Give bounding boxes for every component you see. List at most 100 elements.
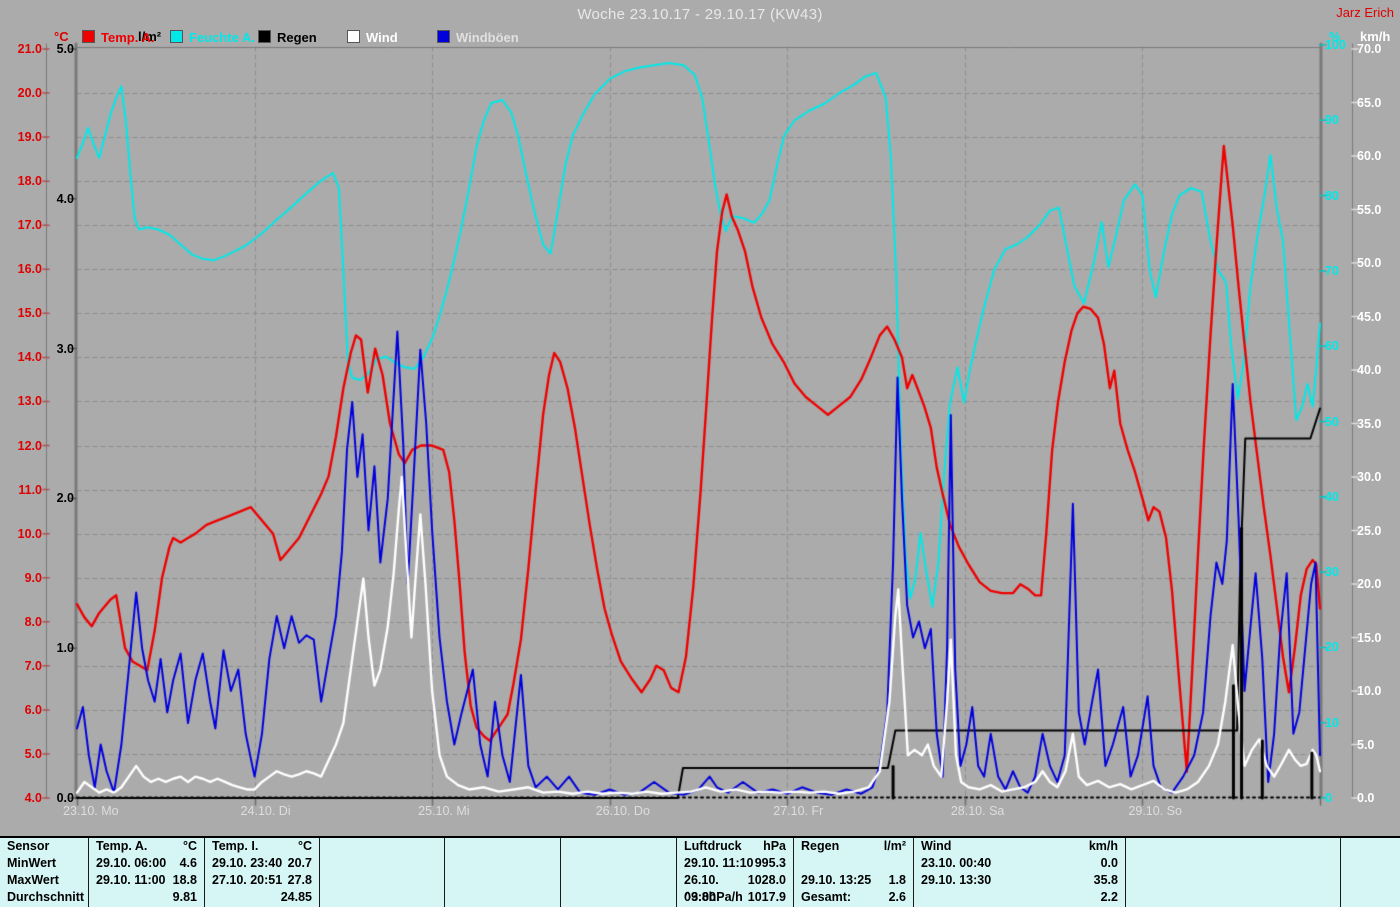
tick-temp: 14.0 xyxy=(17,350,42,365)
tick-hum: 70 xyxy=(1325,263,1339,278)
sensor-stats-table: Sensor MinWert MaxWert Durchschnitt Temp. A.… xyxy=(0,836,1400,907)
tick-wind: 40.0 xyxy=(1357,363,1382,377)
tick-wind: 50.0 xyxy=(1357,256,1382,270)
legend-chip-rain-icon xyxy=(258,30,271,43)
tick-hum: 30 xyxy=(1325,565,1339,580)
tick-wind: 30.0 xyxy=(1357,470,1382,484)
tick-hum: 90 xyxy=(1325,113,1339,128)
tick-wind: 0.0 xyxy=(1357,791,1375,805)
tick-hum: 60 xyxy=(1325,339,1339,354)
cell-timestamp: 29.10. 23:40 xyxy=(212,856,283,870)
legend-chip-temp-icon xyxy=(82,30,95,43)
tick-wind: 20.0 xyxy=(1357,577,1382,591)
x-axis-label: 24.10. Di xyxy=(240,804,291,818)
table-col-empty xyxy=(1125,838,1340,907)
axis-header-celsius: °C xyxy=(54,29,69,44)
tick-wind: 55.0 xyxy=(1357,202,1382,217)
cell-value: 2.2 xyxy=(1100,890,1118,904)
tick-rain: 2.0 xyxy=(56,491,74,506)
legend-label: Temp. A. xyxy=(101,30,155,45)
cell-timestamp: 29.10. 11:00 xyxy=(96,873,166,887)
weather-chart-canvas xyxy=(0,0,1400,836)
tick-wind: 70.0 xyxy=(1357,42,1382,56)
cell-timestamp: 23.10. 00:40 xyxy=(921,856,992,870)
col-unit: km/h xyxy=(1088,839,1118,853)
cell-value: 27.8 xyxy=(287,873,312,887)
tick-hum: 50 xyxy=(1325,414,1339,429)
col-sensor-name: Temp. A. xyxy=(96,839,148,853)
cell-timestamp: 29.10. 11:10 xyxy=(684,856,754,870)
tick-wind: 15.0 xyxy=(1357,630,1382,645)
tick-temp: 7.0 xyxy=(24,658,42,673)
tick-temp: 12.0 xyxy=(17,438,42,453)
legend-chip-gusts-icon xyxy=(437,30,450,43)
tick-rain: 4.0 xyxy=(56,191,74,206)
col-sensor-name: Luftdruck xyxy=(684,839,742,853)
table-col-temp-i-: Temp. I. °C 29.10. 23:40 20.7 27.10. 20:51 27… xyxy=(204,838,319,907)
cell-value: 24.85 xyxy=(280,890,312,904)
legend-item-hum: Feuchte A. xyxy=(170,30,255,45)
cell-value: 9.81 xyxy=(172,890,197,904)
legend-item-gusts: Windböen xyxy=(437,30,519,45)
tick-rain: 0.0 xyxy=(56,791,74,805)
cell-timestamp: 29.10. 06:00 xyxy=(96,856,167,870)
tick-temp: 5.0 xyxy=(24,746,42,761)
table-col-empty xyxy=(560,838,676,907)
cell-value: 35.8 xyxy=(1093,873,1118,887)
table-col-regen: Regen l/m² 29.10. 13:25 1.8 Gesamt: 2.6 xyxy=(793,838,913,907)
tick-wind: 65.0 xyxy=(1357,95,1382,110)
tick-temp: 11.0 xyxy=(18,482,42,497)
cell-timestamp: Gesamt: xyxy=(801,890,852,904)
cell-timestamp: 29.10. 13:30 xyxy=(921,873,992,887)
cell-value: 2.6 xyxy=(888,890,906,904)
author-name: Jarz Erich xyxy=(1336,5,1394,20)
col-unit: l/m² xyxy=(883,839,906,853)
legend-label: Wind xyxy=(366,30,398,45)
legend-label: Regen xyxy=(277,30,317,45)
x-axis-label: 25.10. Mi xyxy=(418,804,470,818)
tick-hum: 100 xyxy=(1325,38,1346,52)
tick-wind: 60.0 xyxy=(1357,149,1382,163)
table-col-temp-a-: Temp. A. °C 29.10. 06:00 4.6 29.10. 11:00 18.… xyxy=(88,838,204,907)
tick-rain: 3.0 xyxy=(56,341,74,356)
row-label: Sensor xyxy=(7,839,50,853)
tick-temp: 21.0 xyxy=(17,42,42,56)
x-axis-label: 26.10. Do xyxy=(595,804,650,818)
table-row-labels: Sensor MinWert MaxWert Durchschnitt xyxy=(0,838,88,907)
tick-hum: 0 xyxy=(1325,791,1332,805)
tick-temp: 15.0 xyxy=(17,306,42,321)
axis-header-wind: km/h xyxy=(1360,29,1391,44)
legend-item-wind: Wind xyxy=(347,30,398,45)
col-sensor-name: Wind xyxy=(921,839,952,853)
tick-temp: 17.0 xyxy=(17,218,42,233)
tick-temp: 19.0 xyxy=(17,130,42,145)
cell-value: 20.7 xyxy=(287,856,312,870)
tick-wind: 25.0 xyxy=(1357,523,1382,538)
page-title: Woche 23.10.17 - 29.10.17 (KW43) xyxy=(577,6,823,23)
table-col-wind: Wind km/h 23.10. 00:40 0.0 29.10. 13:30 35.8 2… xyxy=(913,838,1125,907)
x-axis-label: 23.10. Mo xyxy=(63,804,119,818)
legend-item-rain: Regen xyxy=(258,30,317,45)
cell-value: 1028.0 xyxy=(747,873,786,887)
cell-value: 995.3 xyxy=(754,856,786,870)
cell-timestamp: ^3.8hPa/h xyxy=(684,890,743,904)
x-axis-label: 28.10. Sa xyxy=(950,804,1005,818)
tick-rain: 5.0 xyxy=(56,42,74,56)
tick-wind: 45.0 xyxy=(1357,309,1382,324)
axis-header-humidity: % xyxy=(1329,29,1341,44)
row-label: MinWert xyxy=(7,856,57,870)
col-unit: °C xyxy=(182,839,197,853)
table-col-luftdruck: Luftdruck hPa 29.10. 11:10 995.3 26.10. 09:0… xyxy=(676,838,793,907)
legend-label: Windböen xyxy=(456,30,519,45)
tick-rain: 1.0 xyxy=(56,641,74,656)
legend-item-temp: Temp. A. xyxy=(82,30,155,45)
tick-hum: 20 xyxy=(1325,640,1339,655)
cell-value: 4.6 xyxy=(179,856,197,870)
tick-temp: 16.0 xyxy=(17,262,42,277)
legend-chip-hum-icon xyxy=(170,30,183,43)
tick-wind: 10.0 xyxy=(1357,684,1382,698)
row-label: MaxWert xyxy=(7,873,59,887)
cell-value: 1.8 xyxy=(888,873,906,887)
col-sensor-name: Regen xyxy=(801,839,840,853)
